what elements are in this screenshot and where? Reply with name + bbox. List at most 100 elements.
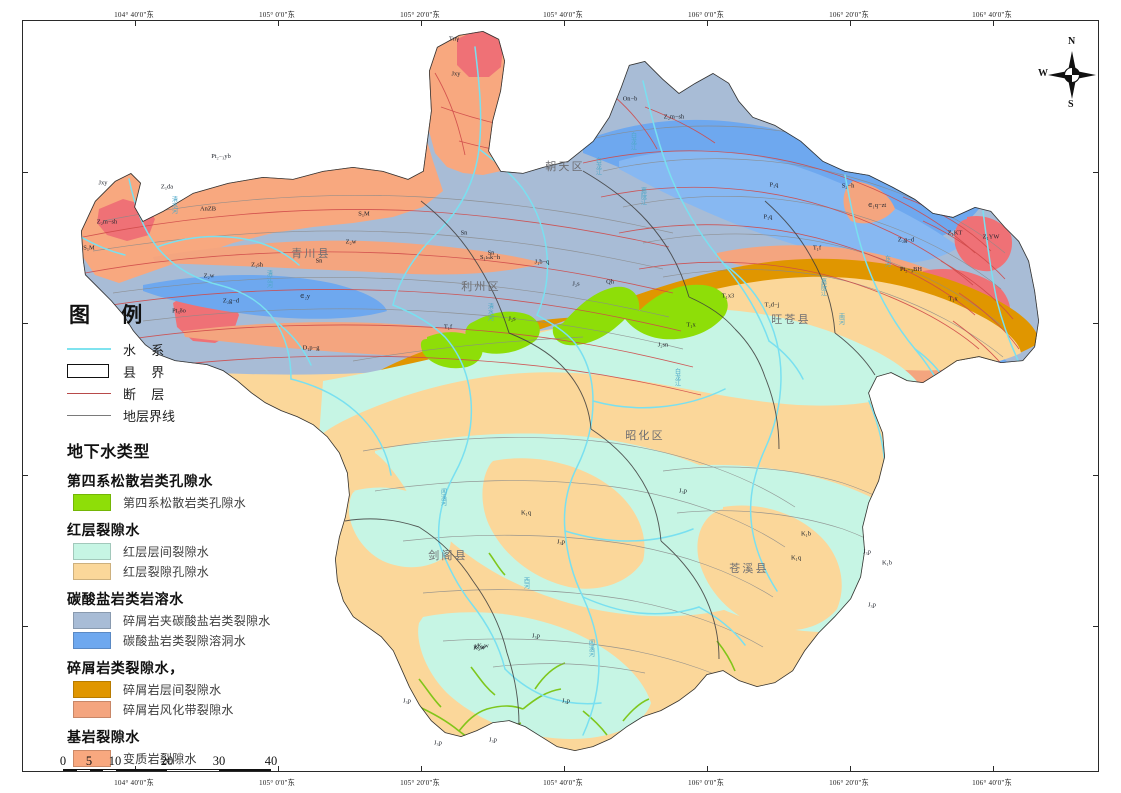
fault-symbol-icon [67, 392, 123, 394]
legend-groundwater-header: 地下水类型 [67, 444, 151, 461]
compass-needle-icon [1048, 51, 1096, 99]
longitude-label: 104° 40'0"东 [114, 11, 154, 19]
scale-tick-label: 40 [264, 754, 278, 768]
longitude-label: 105° 0'0"东 [258, 779, 296, 787]
redbed-fissure-pore-water-swatch [73, 563, 111, 580]
scale-tick-label: 10 [108, 754, 122, 768]
legend-section-header-carbonate: 碳酸盐岩类岩溶水 [67, 593, 184, 608]
county-boundary-symbol-icon [67, 364, 123, 378]
longitude-label: 106° 20'0"东 [829, 11, 869, 19]
clastic-weathered-fissure-water-label: 碎屑岩风化带裂隙水 [123, 703, 234, 717]
map-legend: 图 例 水 系县 界断 层地层界线 地下水类型 第四系松散岩类孔隙水 第四系松散岩… [67, 299, 313, 771]
legend-class-sections: 第四系松散岩类孔隙水 第四系松散岩类孔隙水 红层裂隙水 红层层间裂隙水 红层裂隙孔隙水碳… [67, 471, 313, 771]
legend-item-redbed-interlayer-fissure-water[interactable]: 红层层间裂隙水 [73, 543, 313, 560]
carbonate-karst-cave-water-swatch [73, 632, 111, 649]
carbonate-karst-cave-water-label: 碳酸盐岩类裂隙溶洞水 [123, 634, 247, 648]
tick-top [421, 21, 422, 26]
legend-item-clastic-weathered-fissure-water[interactable]: 碎屑岩风化带裂隙水 [73, 701, 313, 718]
county-boundary-label: 县 界 [123, 364, 171, 380]
clastic-weathered-fissure-water-swatch [73, 701, 111, 718]
legend-item-metamorphic-fissure-water[interactable]: 变质岩裂隙水 [73, 750, 313, 767]
tick-bottom [850, 766, 851, 771]
legend-section-header-clastic: 碎屑岩类裂隙水， [67, 662, 184, 677]
longitude-label: 106° 40'0"东 [972, 11, 1012, 19]
clastic-interlayer-fissure-water-label: 碎屑岩层间裂隙水 [123, 683, 222, 697]
tick-bottom [707, 766, 708, 771]
tick-right [1093, 626, 1098, 627]
stratum-boundary-label: 地层界线 [123, 408, 176, 424]
legend-item-clastic-interlayer-fissure-water[interactable]: 碎屑岩层间裂隙水 [73, 681, 313, 698]
scale-tick-label: 0 [59, 754, 67, 768]
tick-right [1093, 172, 1098, 173]
map-neatline: Tпγ Jxy Jxy Z₁da AnZB Pt₂₋₃yb Z₂m−sh S₁M S₁M Z₂w Z… [22, 20, 1099, 772]
tick-left [23, 626, 28, 627]
scale-tick-label: 20 [160, 754, 174, 768]
longitude-label: 106° 0'0"东 [687, 779, 725, 787]
compass-rose: N S W E [1036, 36, 1098, 113]
longitude-label: 106° 0'0"东 [687, 11, 725, 19]
tick-bottom [135, 766, 136, 771]
tick-right [1093, 323, 1098, 324]
tick-top [135, 21, 136, 26]
legend-item-clastic-carbonate-fissure-water[interactable]: 碎屑岩夹碳酸盐岩类裂隙水 [73, 612, 313, 629]
longitude-label: 105° 20'0"东 [400, 11, 440, 19]
compass-south-label: S [1068, 99, 1074, 110]
legend-title: 图 例 [69, 303, 156, 327]
tick-left [23, 323, 28, 324]
legend-item-quaternary-pore-water[interactable]: 第四系松散岩类孔隙水 [73, 494, 313, 511]
redbed-interlayer-fissure-water-swatch [73, 543, 111, 560]
tick-top [993, 21, 994, 26]
quaternary-pore-water-swatch [73, 494, 111, 511]
clastic-carbonate-fissure-water-swatch [73, 612, 111, 629]
legend-line-symbols: 水 系县 界断 层地层界线 [67, 338, 313, 426]
scale-bar-unit: 千米 [277, 768, 302, 771]
scale-tick-label: 5 [85, 754, 93, 768]
longitude-label: 105° 20'0"东 [400, 779, 440, 787]
fault-label: 断 层 [123, 386, 171, 402]
metamorphic-fissure-water-swatch [73, 750, 111, 767]
scale-bar-labels: 0 5 10 20 30 40 [59, 754, 323, 769]
longitude-label: 105° 40'0"东 [543, 779, 583, 787]
county-border-lines [344, 170, 876, 726]
tick-bottom [564, 766, 565, 771]
water-system-symbol-icon [67, 348, 123, 350]
scale-tick-label: 30 [212, 754, 226, 768]
tick-bottom [993, 766, 994, 771]
clastic-carbonate-fissure-water-label: 碎屑岩夹碳酸盐岩类裂隙水 [123, 614, 271, 628]
scale-bar-graphic [63, 769, 271, 771]
metamorphic-fissure-water-label: 变质岩裂隙水 [123, 752, 197, 766]
fault-lines [82, 72, 1020, 396]
longitude-label: 104° 40'0"东 [114, 779, 154, 787]
legend-section-header-quaternary: 第四系松散岩类孔隙水 [67, 475, 213, 490]
compass-north-label: N [1068, 36, 1076, 47]
tick-top [564, 21, 565, 26]
redbed-interlayer-fissure-water-label: 红层层间裂隙水 [123, 545, 210, 559]
compass-west-label: W [1038, 68, 1048, 79]
tick-top [278, 21, 279, 26]
legend-section-header-redbed: 红层裂隙水 [67, 524, 140, 539]
legend-section-header-bedrock: 基岩裂隙水 [67, 731, 140, 746]
tick-right [1093, 475, 1098, 476]
legend-item-stratum-boundary[interactable]: 地层界线 [67, 404, 313, 426]
longitude-label: 105° 40'0"东 [543, 11, 583, 19]
longitude-label: 105° 0'0"东 [258, 11, 296, 19]
scale-bar: 0 5 10 20 30 40 千米 [59, 754, 323, 771]
legend-item-water-system[interactable]: 水 系 [67, 338, 313, 360]
quaternary-pore-water-label: 第四系松散岩类孔隙水 [123, 496, 247, 510]
water-system-label: 水 系 [123, 342, 171, 358]
map-canvas[interactable] [23, 21, 1099, 772]
longitude-label: 106° 20'0"东 [829, 779, 869, 787]
stratum-boundary-symbol-icon [67, 414, 123, 416]
legend-item-redbed-fissure-pore-water[interactable]: 红层裂隙孔隙水 [73, 563, 313, 580]
legend-item-county-boundary[interactable]: 县 界 [67, 360, 313, 382]
tick-top [850, 21, 851, 26]
tick-top [707, 21, 708, 26]
legend-item-carbonate-karst-cave-water[interactable]: 碳酸盐岩类裂隙溶洞水 [73, 632, 313, 649]
longitude-label: 106° 40'0"东 [972, 779, 1012, 787]
tick-left [23, 475, 28, 476]
redbed-fissure-pore-water-label: 红层裂隙孔隙水 [123, 565, 210, 579]
legend-item-fault[interactable]: 断 层 [67, 382, 313, 404]
tick-bottom [421, 766, 422, 771]
clastic-interlayer-fissure-water-swatch [73, 681, 111, 698]
